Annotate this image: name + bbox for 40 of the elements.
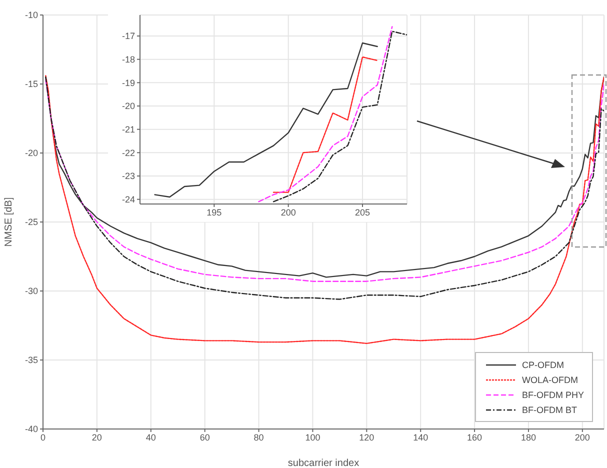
y-tick-label: -40	[24, 424, 38, 434]
x-tick-label: 195	[206, 207, 222, 218]
y-tick-label: -19	[122, 78, 135, 88]
line-series	[272, 30, 407, 202]
y-tick-label: -18	[122, 54, 135, 65]
x-tick-label: 180	[520, 432, 536, 442]
line-series	[154, 42, 378, 198]
x-axis-title: subcarrier index	[288, 458, 360, 468]
legend-label: BF-OFDM BT	[522, 404, 577, 414]
x-tick-label: 140	[413, 432, 428, 442]
x-tick-label: 100	[305, 432, 320, 442]
legend-label: BF-OFDM PHY	[522, 390, 584, 400]
y-tick-label: -15	[24, 79, 38, 90]
line-series	[45, 75, 604, 344]
x-tick-label: 160	[467, 432, 482, 442]
y-tick-label: -30	[24, 286, 38, 296]
y-axis-title: NMSE [dB]	[4, 197, 15, 247]
x-tick-label: 80	[254, 432, 264, 442]
y-tick-label: -23	[122, 171, 135, 182]
y-tick-label: -20	[24, 148, 38, 158]
x-tick-label: 120	[359, 432, 374, 442]
x-tick-label: 20	[92, 432, 102, 442]
y-tick-label: -35	[24, 355, 38, 366]
y-tick-label: -10	[24, 10, 38, 20]
x-tick-label: 40	[146, 432, 156, 442]
y-tick-label: -22	[122, 148, 135, 158]
y-tick-label: -24	[122, 194, 135, 205]
x-tick-label: 200	[280, 207, 296, 218]
legend-label: CP-OFDM	[522, 360, 564, 370]
y-tick-label: -20	[122, 101, 135, 112]
line-series	[258, 26, 393, 202]
x-tick-label: 0	[40, 432, 46, 442]
x-tick-label: 60	[200, 432, 210, 442]
line-series	[272, 56, 378, 193]
x-tick-label: 205	[354, 207, 370, 218]
y-tick-label: -21	[122, 124, 135, 135]
x-tick-label: 200	[574, 432, 590, 442]
y-tick-label: -25	[24, 217, 38, 228]
y-tick-label: -17	[122, 31, 135, 42]
legend-label: WOLA-OFDM	[522, 374, 578, 384]
